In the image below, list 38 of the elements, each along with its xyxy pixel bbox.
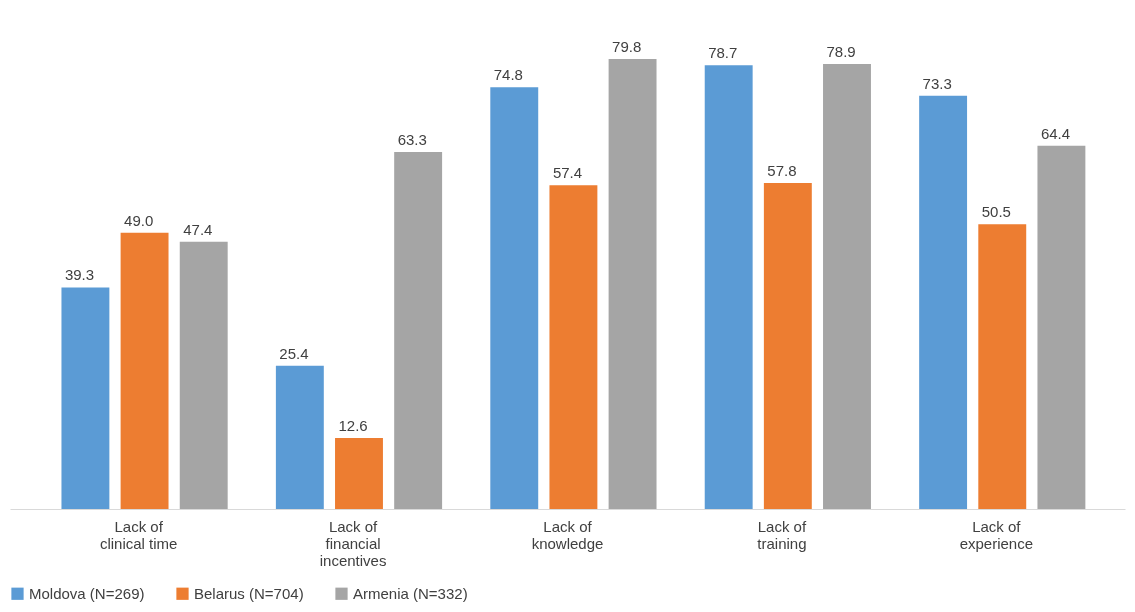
bar (394, 152, 443, 509)
x-tick-label: Lack of clinical time (99, 517, 178, 552)
data-label: 25.4 (279, 344, 309, 362)
data-label: 57.4 (552, 164, 583, 182)
bar (179, 241, 228, 509)
bar (335, 437, 383, 509)
bar (919, 95, 968, 509)
x-tick-label: Lack of knowledge (531, 517, 604, 552)
data-label: 64.4 (1040, 124, 1071, 142)
data-label: 78.9 (826, 43, 856, 61)
bar (1037, 145, 1086, 509)
data-label: 78.7 (708, 44, 738, 62)
data-label: 50.5 (981, 203, 1011, 221)
data-label: 73.3 (922, 74, 952, 92)
bar (704, 65, 753, 509)
data-label: 12.6 (338, 416, 368, 434)
bar (120, 232, 169, 509)
bar (763, 183, 812, 509)
legend-label: Armenia (N=332) (353, 584, 468, 602)
data-label: 47.4 (183, 220, 213, 238)
bar (549, 185, 598, 509)
data-label: 49.0 (124, 211, 154, 229)
x-tick-label: Lack of experience (959, 517, 1034, 552)
legend-label: Moldova (N=269) (29, 584, 145, 602)
data-label: 63.3 (397, 131, 427, 149)
x-tick-label: Lack of financial incentives (319, 517, 387, 569)
bar (978, 224, 1027, 509)
bar (608, 59, 657, 509)
bar (490, 87, 539, 509)
data-label: 39.3 (64, 266, 95, 284)
x-tick-label: Lack of training (757, 517, 807, 552)
data-label: 79.8 (612, 38, 642, 55)
legend-label: Belarus (N=704) (194, 584, 304, 602)
bar (823, 64, 871, 509)
data-label: 57.8 (767, 162, 797, 180)
bar (61, 287, 110, 509)
data-label: 74.8 (493, 66, 523, 84)
bar (275, 365, 324, 509)
